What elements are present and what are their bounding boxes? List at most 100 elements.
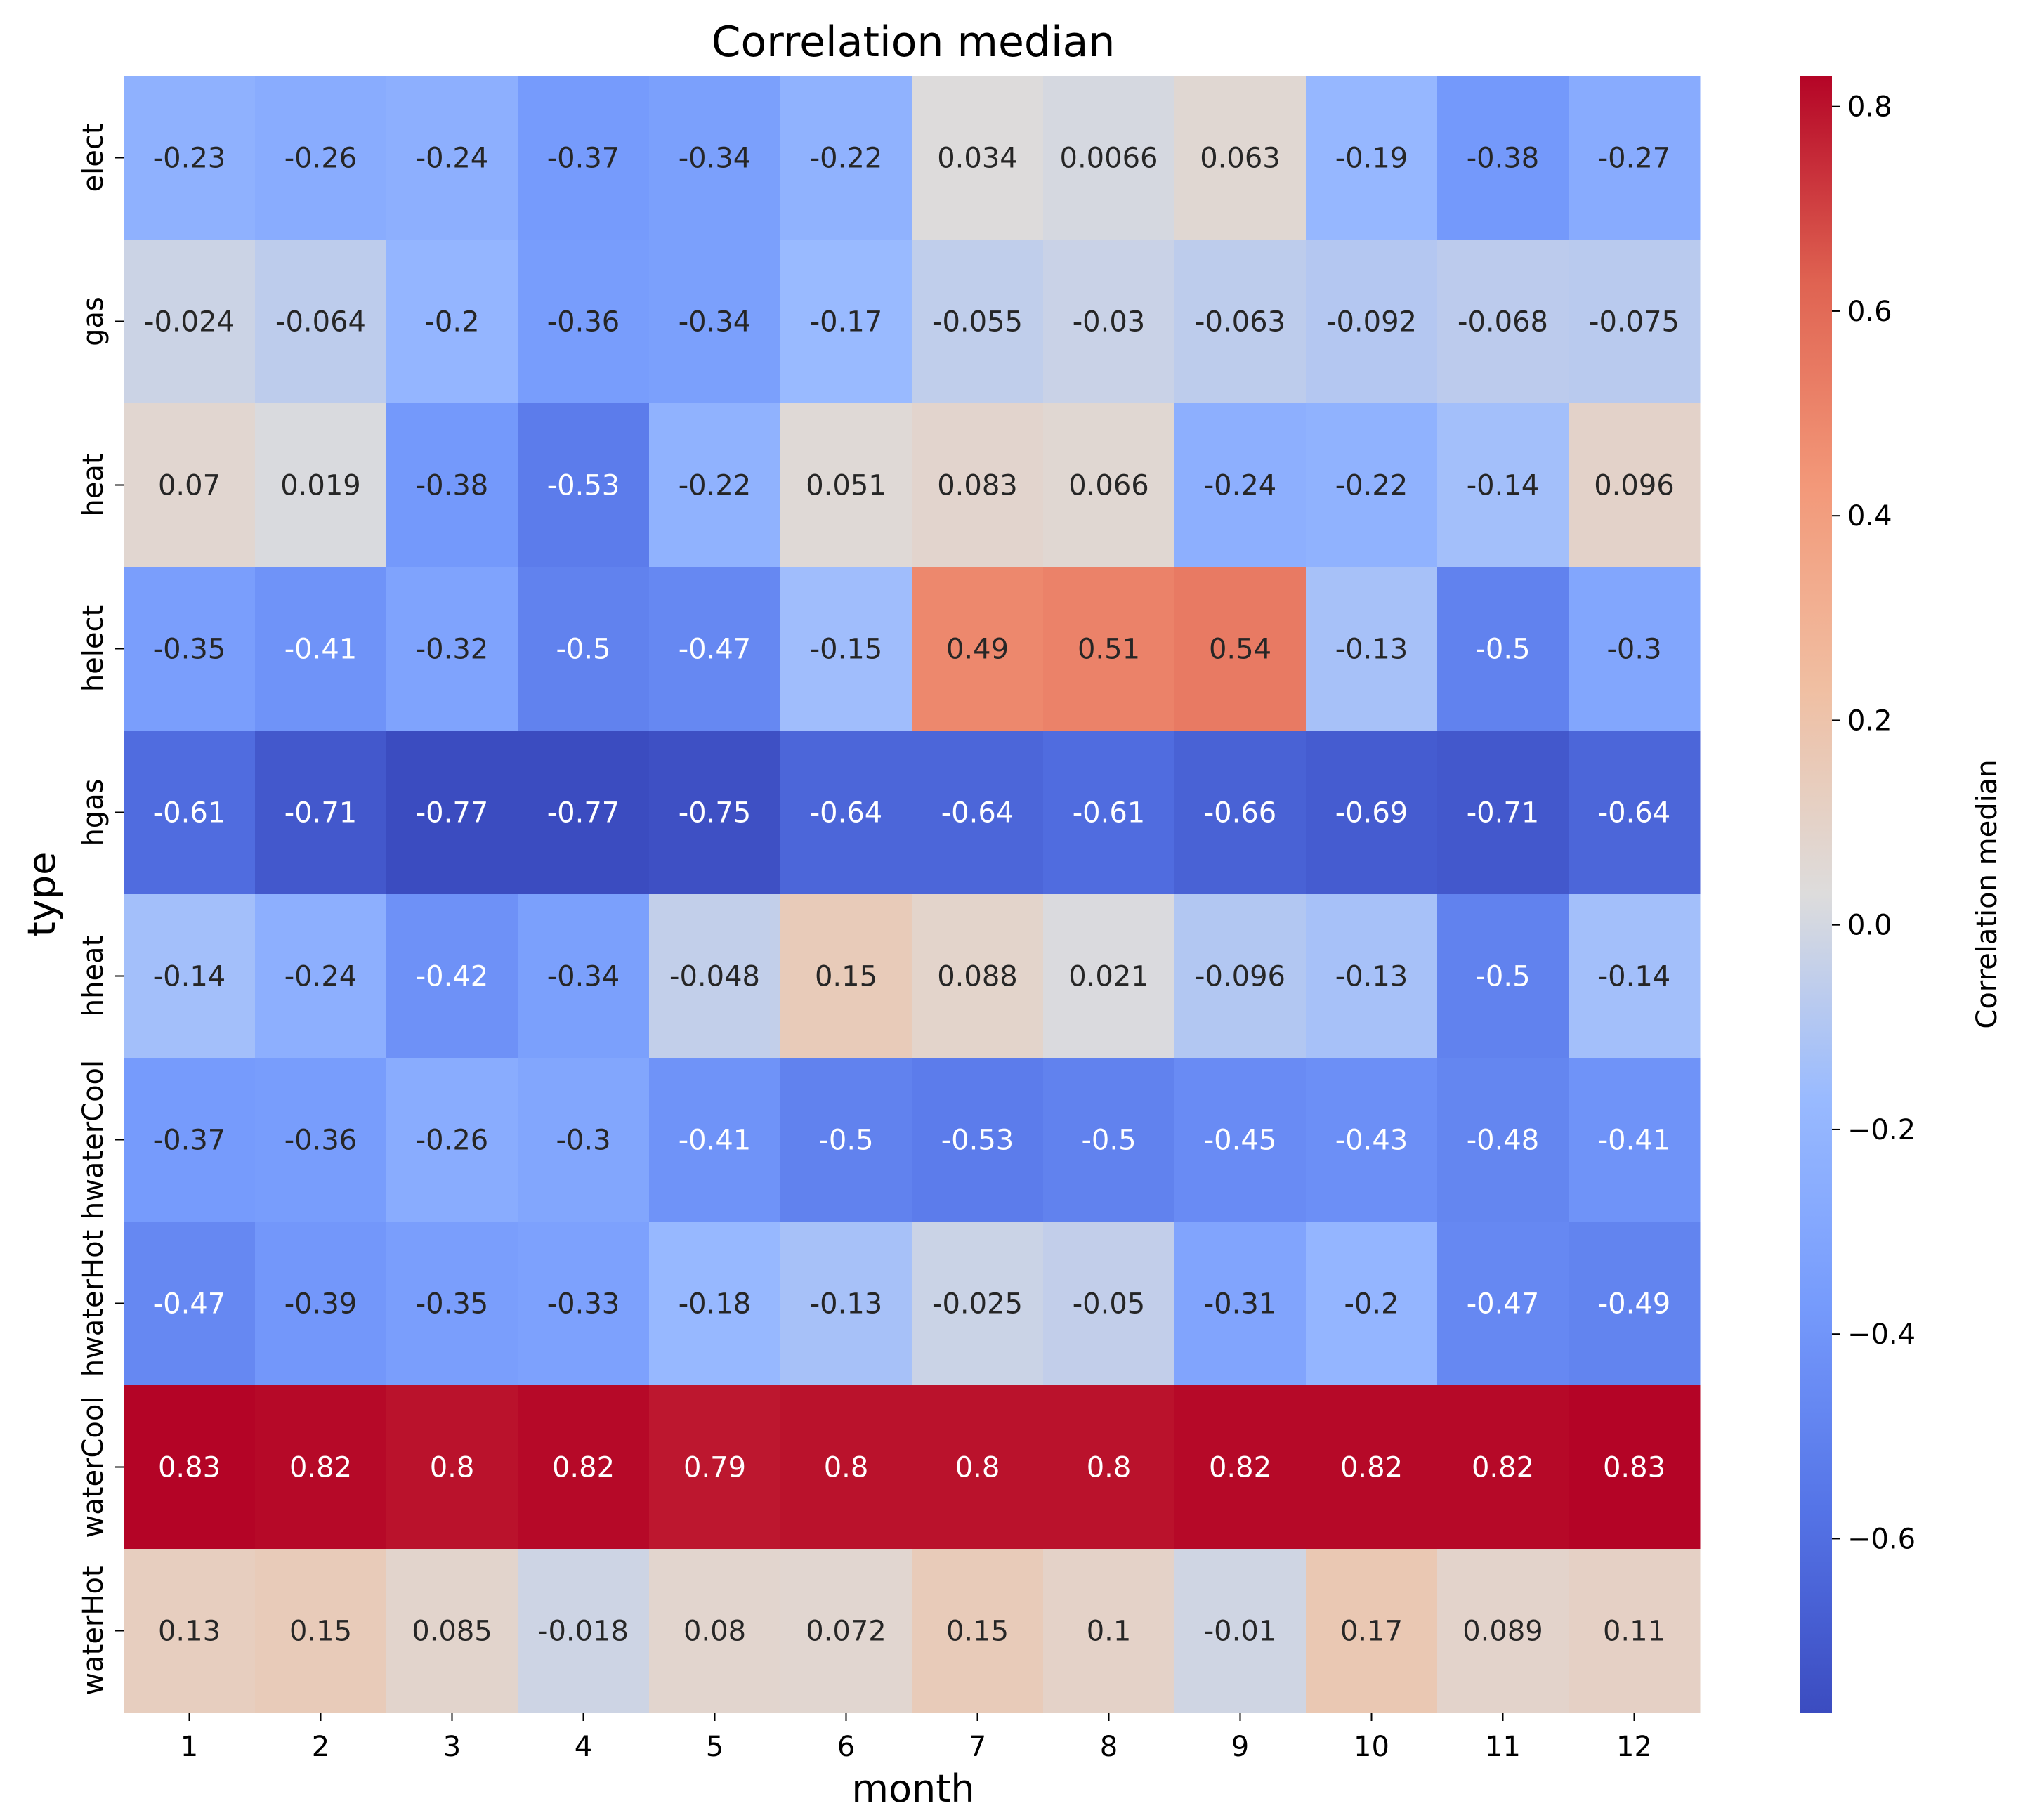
heatmap-cell [124,567,256,731]
heatmap-cell [1174,731,1307,895]
cell-value-label: -0.45 [1204,1125,1277,1157]
heatmap-cell [912,76,1044,240]
heatmap-cell [1437,731,1569,895]
x-tick-label: 2 [312,1731,329,1763]
cell-value-label: 0.021 [1068,961,1149,993]
heatmap-cell [649,1058,781,1222]
cell-value-label: -0.71 [284,797,358,830]
heatmap-cell [518,1058,650,1222]
y-axis-label: type [20,852,64,937]
x-tick-label: 4 [575,1731,592,1763]
cell-value-label: -0.24 [416,143,489,175]
x-tick-label: 9 [1231,1731,1249,1763]
heatmap-cell [1306,1549,1438,1713]
cell-value-label: -0.13 [1335,634,1408,666]
colorbar-tick-label: 0.4 [1847,500,1892,532]
heatmap-cell [1306,1058,1438,1222]
heatmap-cell [649,567,781,731]
heatmap-cell [255,894,387,1059]
cell-value-label: 0.063 [1200,143,1281,175]
cell-value-label: -0.33 [547,1288,620,1321]
cell-value-label: -0.69 [1335,797,1408,830]
cell-value-label: -0.2 [424,306,479,339]
heatmap-cell [1437,1549,1569,1713]
cell-value-label: -0.38 [1467,143,1540,175]
cell-value-label: -0.24 [1204,470,1277,502]
cell-value-label: -0.32 [416,634,489,666]
cell-value-label: -0.53 [941,1125,1014,1157]
cell-value-label: -0.37 [547,143,620,175]
colorbar-label: Correlation median [1971,759,2003,1028]
heatmap-cell [1437,403,1569,568]
heatmap-cell [124,76,256,240]
heatmap-cell [1174,567,1307,731]
cell-value-label: 0.051 [806,470,886,502]
cell-value-label: -0.5 [556,634,610,666]
x-tick-label: 12 [1616,1731,1652,1763]
heatmap-cell [1569,403,1701,568]
colorbar-tick-label: −0.2 [1847,1114,1916,1146]
heatmap-cell [255,567,387,731]
cell-value-label: 0.13 [158,1616,221,1648]
heatmap-cell [1437,1058,1569,1222]
cell-value-label: 0.11 [1603,1616,1665,1648]
cell-value-label: -0.025 [932,1288,1023,1321]
heatmap-cell [1174,240,1307,404]
heatmap-cell [386,1549,518,1713]
heatmap-cell [124,1385,256,1550]
cell-value-label: -0.15 [810,634,883,666]
heatmap-cell [255,240,387,404]
heatmap-cell [518,403,650,568]
heatmap-cell [386,1385,518,1550]
heatmap-cell [1043,240,1175,404]
cell-value-label: -0.64 [810,797,883,830]
heatmap-cell [1043,1385,1175,1550]
cell-value-label: -0.77 [416,797,489,830]
heatmap-cell [518,894,650,1059]
heatmap-cell [912,1549,1044,1713]
heatmap-cell [780,1549,912,1713]
heatmap-cell [1306,240,1438,404]
cell-value-label: -0.41 [679,1125,752,1157]
heatmap-cell [1043,1549,1175,1713]
cell-value-label: -0.34 [679,143,752,175]
cell-value-label: 0.79 [683,1452,746,1484]
cell-value-label: -0.3 [1606,634,1661,666]
colorbar-tick-label: 0.8 [1847,91,1892,124]
cell-value-label: 0.8 [824,1452,869,1484]
cell-value-label: 0.08 [683,1616,746,1648]
heatmap-cell [1569,240,1701,404]
heatmap-cell [1306,76,1438,240]
cell-value-label: -0.41 [284,634,358,666]
heatmap-cell [1437,240,1569,404]
heatmap-cell [1043,894,1175,1059]
y-tick-label: gas [77,296,110,346]
cell-value-label: -0.13 [810,1288,883,1321]
cell-value-label: -0.3 [556,1125,610,1157]
heatmap-cell [386,731,518,895]
heatmap-cell [255,1058,387,1222]
cell-value-label: -0.22 [679,470,752,502]
cell-value-label: 0.82 [1472,1452,1534,1484]
heatmap-cell [780,1385,912,1550]
heatmap-cell [1437,894,1569,1059]
cell-value-label: -0.055 [932,306,1023,339]
cell-value-label: -0.42 [416,961,489,993]
cell-value-label: -0.27 [1598,143,1671,175]
cell-value-label: 0.83 [1603,1452,1665,1484]
cell-value-label: -0.34 [547,961,620,993]
heatmap-cell [255,1222,387,1386]
y-tick-label: helect [77,605,110,692]
cell-value-label: -0.5 [1475,961,1530,993]
heatmap-cell [649,76,781,240]
heatmap-cell [912,567,1044,731]
heatmap-cell [1043,76,1175,240]
cell-value-label: 0.49 [946,634,1009,666]
heatmap-cell [124,731,256,895]
heatmap-cell [780,1222,912,1386]
heatmap-cell [1569,1385,1701,1550]
heatmap-cell [1174,403,1307,568]
heatmap-cell [1306,403,1438,568]
cell-value-label: -0.31 [1204,1288,1277,1321]
